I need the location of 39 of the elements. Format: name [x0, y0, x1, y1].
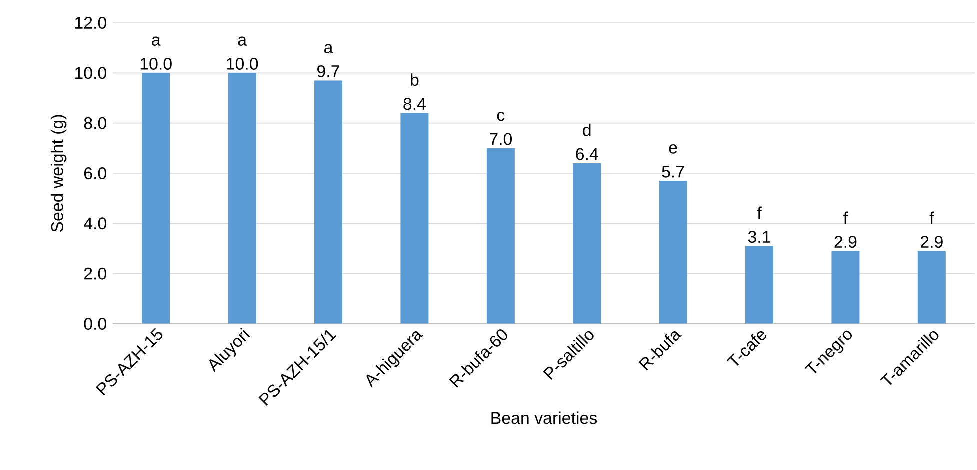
data-label: 10.0 [140, 58, 172, 70]
annotation: a [238, 36, 248, 46]
annotation: a [324, 44, 334, 54]
bar [228, 73, 256, 324]
annotation: f [844, 212, 848, 224]
y-tick-label: 12.0 [75, 17, 106, 29]
annotation: f [757, 206, 762, 220]
data-label: 3.1 [748, 231, 770, 244]
data-label: 2.9 [834, 236, 857, 248]
bar [314, 80, 343, 324]
bar [659, 181, 688, 324]
y-tick-label: 0.0 [84, 318, 106, 330]
data-label: 5.7 [662, 166, 684, 178]
annotation: a [152, 36, 161, 46]
data-label: 7.0 [490, 133, 512, 146]
y-tick-label: 8.0 [84, 117, 106, 130]
y-tick-label: 10.0 [75, 67, 106, 80]
y-tick-label: 2.0 [84, 268, 106, 280]
annotation: f [930, 212, 934, 224]
bar [918, 251, 946, 324]
bar [832, 251, 860, 324]
bar [746, 246, 774, 324]
x-axis-title: Bean varieties [492, 412, 598, 424]
data-label: 8.4 [404, 98, 426, 110]
bar [400, 113, 429, 324]
data-label: 9.7 [318, 65, 340, 78]
data-label: 2.9 [921, 236, 943, 248]
bar [142, 73, 170, 324]
data-label: 10.0 [227, 58, 258, 70]
annotation: e [669, 144, 678, 154]
y-axis-title: Seed weight (g) [50, 115, 67, 232]
bar [486, 148, 515, 324]
data-label: 6.4 [576, 148, 598, 160]
y-tick-label: 6.0 [84, 168, 106, 180]
annotation: c [497, 112, 505, 122]
bar [573, 163, 602, 324]
annotation: b [411, 74, 419, 86]
y-tick-label: 4.0 [84, 218, 106, 230]
annotation: d [583, 124, 591, 136]
